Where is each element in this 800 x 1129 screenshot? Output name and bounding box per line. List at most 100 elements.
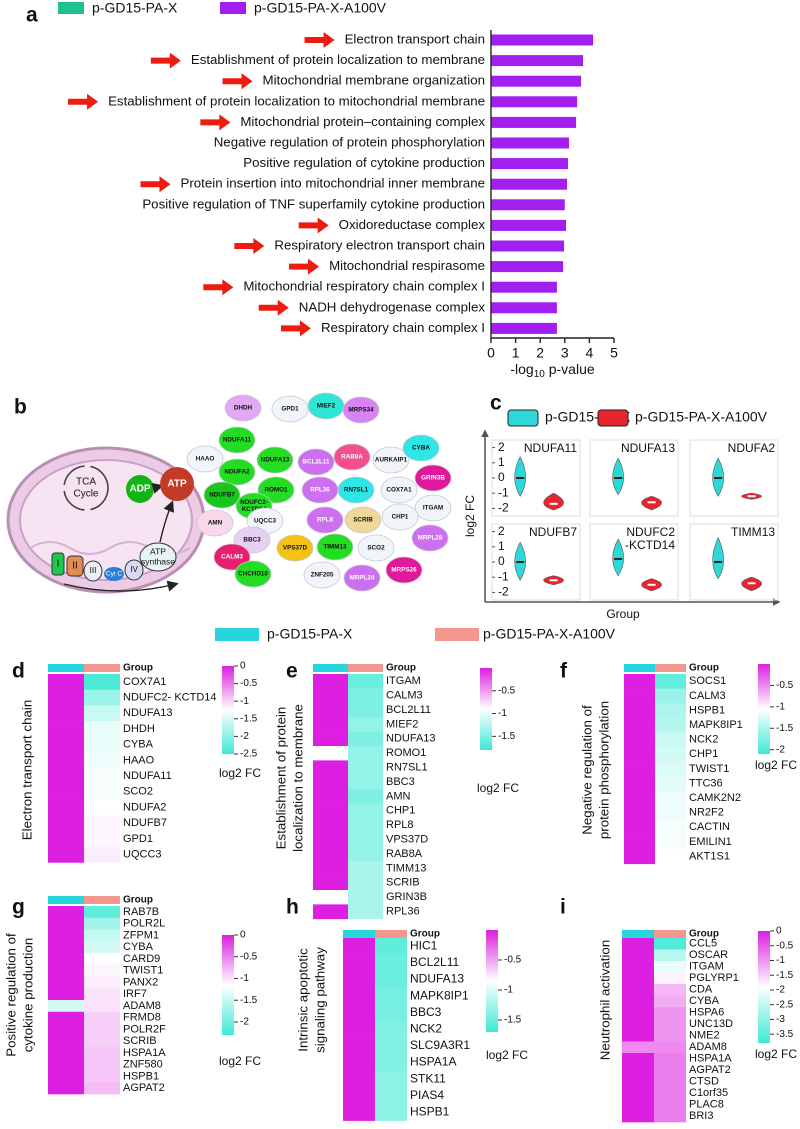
heatmap-cell: [84, 815, 120, 832]
colorbar-tick-label: -0.5: [498, 685, 516, 696]
complex-ii: [66, 555, 84, 577]
row-label: NDUFA13: [410, 972, 464, 986]
highlight-arrow: [280, 320, 311, 337]
heatmap-cell: [48, 674, 84, 690]
heatmap-cell: [48, 1047, 84, 1060]
heatmap-cell: [375, 954, 407, 972]
network-node: [276, 534, 314, 562]
heatmap-cell: [654, 1041, 686, 1054]
heatmap-cell: [48, 1070, 84, 1083]
x-axis-label: Group: [606, 607, 640, 621]
subplot-frame: [589, 439, 679, 517]
heatmap-cell: [654, 1076, 686, 1088]
network-node: [303, 561, 341, 589]
heatmap-cell: [48, 1000, 84, 1013]
colorbar-tick-label: -1: [776, 701, 785, 712]
heatmap-cell: [343, 938, 375, 955]
heatmap-cell: [84, 964, 120, 977]
row-label: CYBA: [123, 941, 154, 953]
y-axis-label: Neutrophil activation: [598, 940, 613, 1060]
heatmap-cell: [48, 941, 84, 954]
row-label: AGPAT2: [689, 1064, 731, 1076]
row-label: CACTIN: [689, 821, 730, 833]
network-node: [411, 524, 449, 552]
y-tick-label: -2: [498, 585, 509, 599]
heatmap-cell: [313, 717, 348, 732]
colorbar-tick-label: -1.5: [240, 713, 258, 724]
heatmap-cell: [313, 861, 348, 876]
adp: [126, 475, 154, 503]
heatmap-cell: [84, 783, 120, 800]
category-label: Mitochondrial respiratory chain complex …: [243, 279, 485, 294]
row-label: ADAM8: [689, 1041, 727, 1053]
row-label: GPD1: [123, 833, 153, 845]
network-node: [316, 533, 354, 561]
node-label: MRPL28: [418, 535, 443, 542]
heatmap-cell: [655, 761, 686, 777]
network-node: [357, 534, 395, 562]
heatmap-cell: [348, 904, 383, 920]
row-label: RAB7B: [123, 906, 159, 918]
x-tick-label: 3: [561, 345, 569, 361]
row-label: BCL2L11: [410, 955, 459, 969]
network-node: [224, 394, 262, 422]
node-label: MRPS34: [348, 407, 374, 414]
heatmap-cell: [348, 832, 383, 848]
heatmap-cell: [84, 1070, 120, 1083]
heatmap-cell: [48, 988, 84, 1001]
heatmap-cell: [375, 1087, 407, 1105]
heatmap-cell: [84, 831, 120, 847]
colorbar-tick-label: -1: [776, 955, 785, 966]
panel-label: b: [14, 396, 27, 419]
row-label: RPL36: [386, 906, 420, 918]
colorbar-tick-label: -0.5: [776, 680, 794, 691]
group-label: Group: [386, 663, 416, 674]
colorbar-label: log2 FC: [486, 1048, 528, 1062]
colorbar-tick-label: -1: [240, 696, 249, 707]
network-node: [414, 494, 452, 522]
node-label: NDUFB7: [209, 492, 235, 499]
heatmap-cell: [655, 849, 686, 865]
node-label: MRPS26: [391, 567, 417, 574]
row-label: HIC1: [410, 938, 438, 952]
row-label: TWIST1: [689, 763, 729, 775]
heatmap-cell: [84, 705, 120, 722]
colorbar-tick-label: -3.5: [776, 1029, 794, 1040]
bar: [491, 240, 565, 252]
heatmap-cell: [48, 1035, 84, 1048]
heatmap-cell: [48, 736, 84, 753]
group-label: Group: [410, 929, 440, 940]
row-label: STK11: [410, 1071, 446, 1085]
row-label: GRIN3B: [386, 891, 427, 903]
heatmap-cell: [84, 929, 120, 942]
group-header: [48, 664, 84, 672]
row-label: BCL2L11: [386, 704, 431, 716]
panel-label: g: [12, 896, 25, 919]
row-label: VPS37D: [386, 834, 428, 846]
colorbar-tick-label: -2: [240, 1017, 249, 1028]
y-tick-label: -1: [498, 485, 509, 499]
heatmap-cell: [313, 789, 348, 804]
heatmap-cell: [348, 731, 383, 747]
arrow: [159, 500, 174, 543]
heatmap-cell: [622, 938, 654, 950]
row-label: MAPK8IP1: [689, 719, 743, 731]
row-label: CDA: [689, 984, 713, 996]
subplot-title: -KCTD14: [625, 538, 675, 552]
atp-synthase: [139, 542, 177, 572]
complex-iv: [124, 559, 144, 581]
heatmap-cell: [313, 832, 348, 848]
colorbar-tick-label: -0.5: [504, 955, 522, 966]
category-label: Mitochondrial protein–containing complex: [240, 114, 485, 129]
bar: [491, 261, 564, 273]
heatmap-cell: [343, 1054, 375, 1072]
network-node: [402, 434, 440, 462]
heatmap-cell: [84, 1011, 120, 1024]
row-label: ADAM8: [123, 1000, 161, 1012]
row-label: HSPA1A: [410, 1055, 456, 1069]
node-label: RPL8: [317, 517, 334, 524]
y-axis-label: signaling pathway: [313, 947, 328, 1053]
network-node: [342, 396, 380, 424]
legend-swatch: [507, 409, 539, 427]
